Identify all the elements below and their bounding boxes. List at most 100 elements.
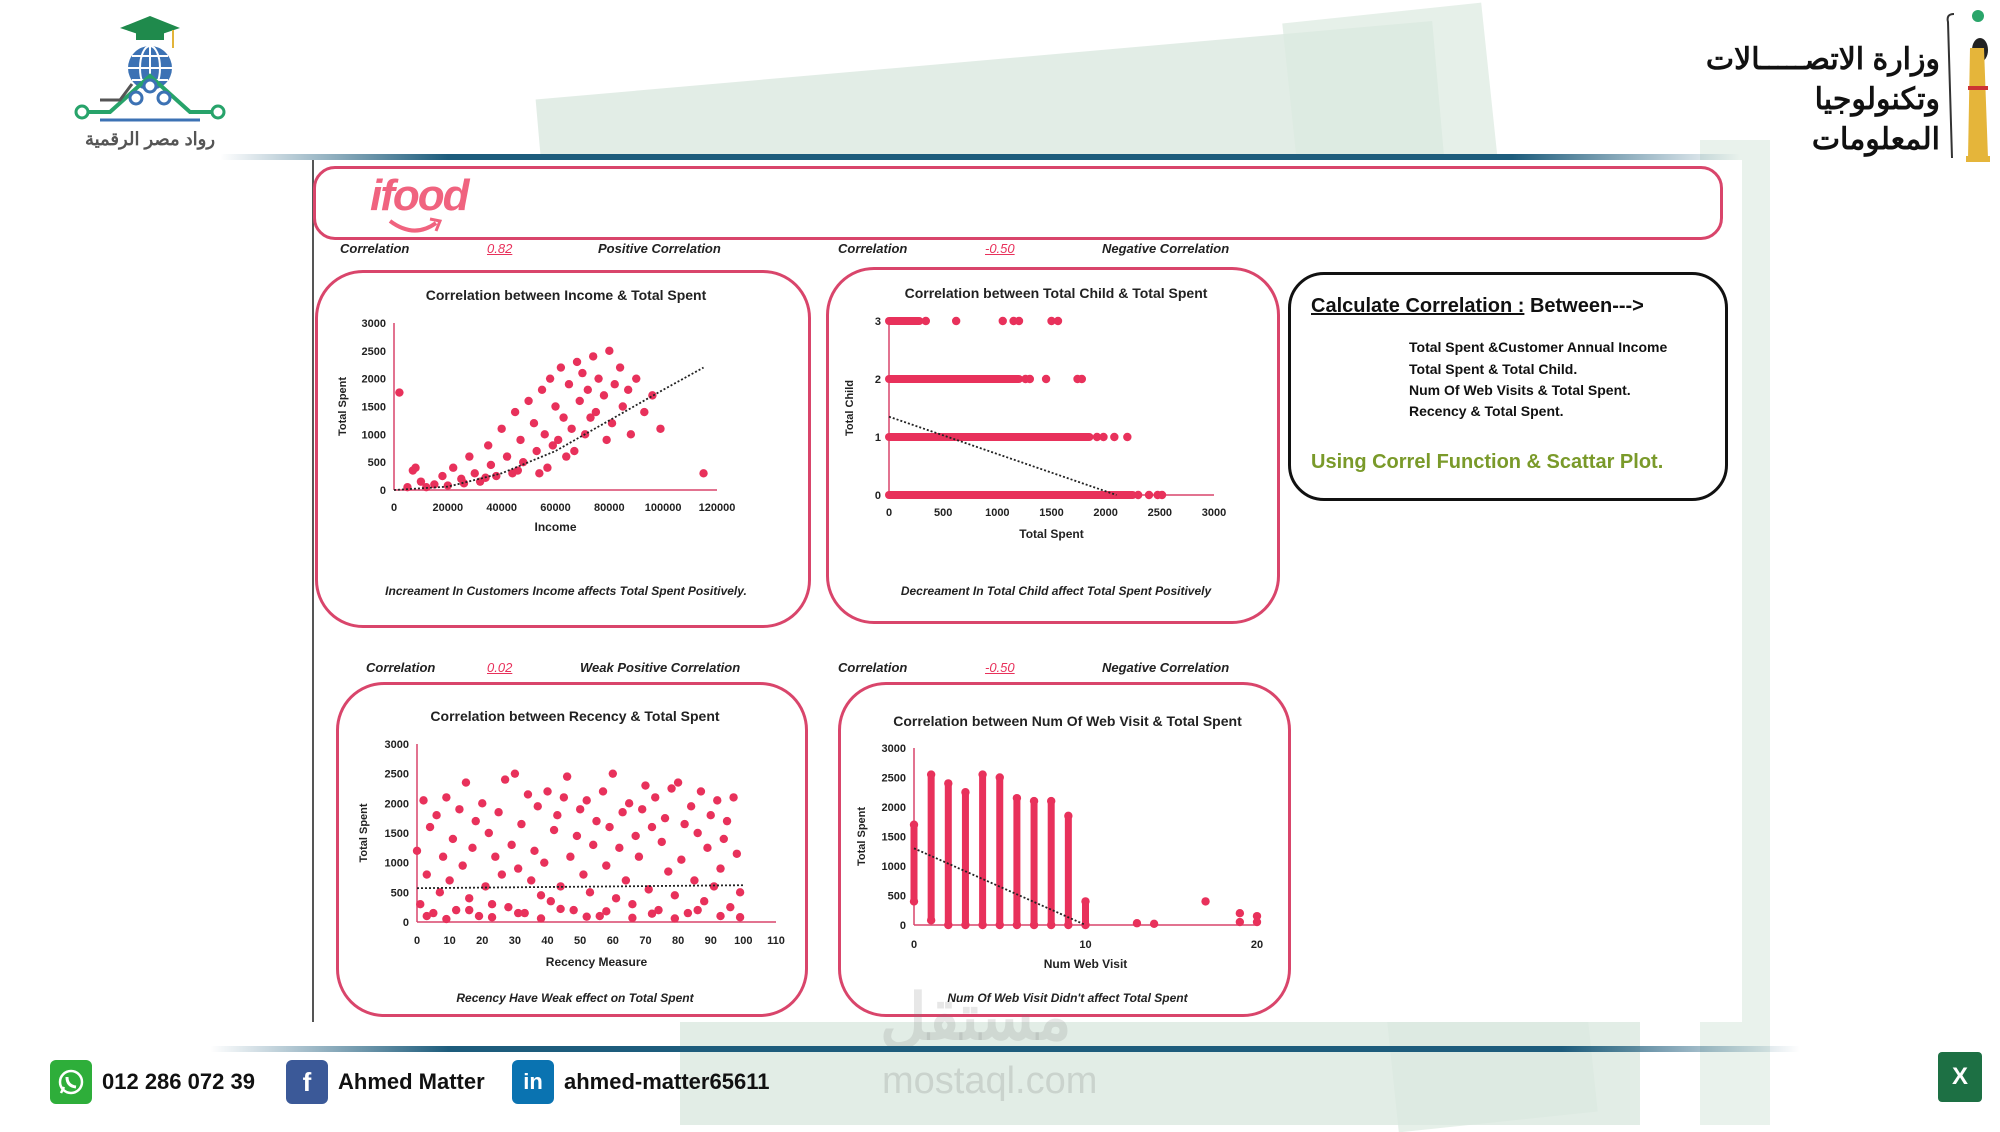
linkedin-icon: in [512, 1060, 554, 1104]
correlation-label: Correlation [340, 241, 410, 256]
info-box: Calculate Correlation : Between---> Tota… [1288, 272, 1728, 501]
data-point [432, 811, 441, 820]
data-point [621, 876, 631, 885]
watermark-arabic: مستقل [880, 981, 1072, 1053]
facebook-contact[interactable]: f Ahmed Matter [286, 1060, 485, 1104]
data-point [529, 419, 539, 428]
chart-title: Correlation between Total Child & Total … [905, 285, 1208, 301]
data-point [516, 435, 525, 445]
data-point [592, 816, 601, 826]
whatsapp-icon [50, 1060, 92, 1104]
chart-title: Correlation between Income & Total Spent [426, 287, 707, 303]
data-point [944, 920, 953, 930]
data-point [722, 816, 732, 826]
x-tick-label: 0 [886, 507, 892, 519]
data-point [484, 441, 493, 450]
data-point [533, 802, 542, 811]
x-axis-label: Num Web Visit [1044, 957, 1128, 971]
data-point [735, 888, 745, 897]
chart-caption: Recency Have Weak effect on Total Spent [456, 991, 694, 1005]
ministry-text-line2: وتكنولوجيا المعلومات [1811, 83, 1940, 156]
data-point [1047, 796, 1056, 806]
ifood-logo: ifood [370, 171, 470, 220]
y-tick-label: 0 [875, 490, 881, 502]
data-point [634, 852, 644, 861]
data-point [700, 897, 709, 906]
correlation-value: 0.82 [487, 241, 513, 256]
data-point [1092, 432, 1102, 442]
x-tick-label: 3000 [1202, 507, 1226, 519]
data-point [458, 861, 467, 870]
y-axis-label: Total Spent [358, 803, 370, 862]
data-point [553, 435, 563, 445]
data-point [540, 430, 549, 439]
data-point [442, 914, 451, 924]
data-point [1041, 374, 1051, 384]
data-point [465, 905, 474, 915]
data-point [735, 913, 745, 922]
data-point [588, 352, 598, 361]
data-point [651, 793, 660, 802]
correlation-label: Correlation [366, 660, 436, 675]
data-point [1064, 811, 1073, 821]
data-point [536, 914, 546, 923]
data-point [1235, 917, 1245, 927]
chart-title: Correlation between Recency & Total Spen… [430, 708, 719, 724]
globe-circuit-icon [74, 16, 226, 122]
excel-icon: X [1938, 1052, 1982, 1102]
x-tick-label: 2000 [1093, 507, 1117, 519]
x-tick-label: 60000 [540, 502, 571, 514]
data-point [1081, 920, 1090, 930]
info-item: Total Spent &Customer Annual Income [1409, 339, 1668, 355]
data-point [416, 900, 425, 909]
y-axis-label: Total Spent [856, 807, 868, 866]
data-point [670, 891, 680, 900]
data-point [445, 876, 454, 885]
info-item: Total Spent & Total Child. [1409, 361, 1578, 377]
data-point [716, 911, 725, 921]
data-point [1047, 316, 1056, 326]
data-point [608, 769, 618, 778]
y-tick-label: 1500 [385, 828, 409, 840]
data-point [1110, 432, 1119, 442]
data-point [640, 407, 649, 417]
data-point [623, 385, 633, 394]
data-point [497, 424, 506, 433]
data-point [419, 796, 428, 805]
smile-arrow-icon [388, 217, 443, 233]
data-point [559, 793, 569, 802]
data-point [1252, 911, 1262, 921]
data-point [1133, 490, 1143, 500]
linkedin-contact[interactable]: in ahmed-matter65611 [512, 1060, 769, 1104]
data-point [412, 846, 422, 855]
y-tick-label: 3000 [882, 743, 906, 755]
data-point [513, 864, 523, 873]
x-tick-label: 20 [1251, 939, 1263, 951]
x-tick-label: 20000 [433, 502, 464, 514]
y-tick-label: 2500 [385, 769, 409, 781]
data-point [579, 870, 588, 879]
x-tick-label: 2500 [1148, 507, 1172, 519]
watermark: mostaql.com [882, 1060, 1098, 1102]
ministry-text-line1: وزارة الاتصـــــالات [1705, 43, 1940, 76]
data-point [657, 837, 666, 847]
data-point [1014, 316, 1024, 326]
data-point [680, 819, 689, 829]
data-point [1025, 374, 1035, 384]
whatsapp-contact[interactable]: 012 286 072 39 [50, 1060, 255, 1104]
data-point [951, 316, 961, 326]
data-point [647, 909, 657, 918]
data-point [719, 834, 728, 844]
correlation-value: -0.50 [985, 660, 1015, 675]
info-title: Calculate Correlation : Between---> [1311, 295, 1644, 318]
data-point [1047, 920, 1056, 930]
data-point [459, 479, 469, 488]
x-axis-label: Total Spent [1019, 527, 1083, 541]
data-point [567, 424, 576, 433]
y-tick-label: 0 [900, 920, 906, 932]
trendline [393, 366, 704, 491]
data-point [519, 457, 528, 467]
y-tick-label: 1000 [362, 429, 386, 441]
x-tick-label: 110 [767, 935, 785, 947]
data-point [465, 894, 474, 903]
